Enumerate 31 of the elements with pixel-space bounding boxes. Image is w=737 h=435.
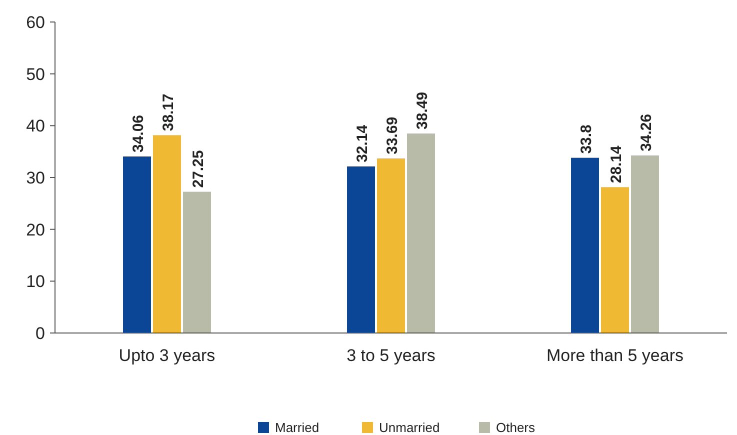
data-label: 38.17 (160, 94, 177, 132)
data-label: 34.06 (130, 114, 147, 152)
data-label: 32.14 (354, 124, 371, 162)
y-tick-label: 30 (26, 168, 45, 188)
y-tick-label: 0 (36, 324, 45, 343)
bar (601, 187, 629, 333)
x-tick-label: 3 to 5 years (346, 346, 436, 365)
bar (571, 158, 599, 333)
x-tick-label: Upto 3 years (118, 346, 216, 365)
bar (347, 166, 375, 333)
data-label: 38.49 (414, 92, 431, 130)
bar (407, 133, 435, 333)
y-tick-label: 40 (26, 116, 45, 136)
data-label: 28.14 (608, 144, 625, 184)
bar (631, 155, 659, 333)
bar (123, 156, 151, 333)
data-label: 27.25 (190, 150, 207, 188)
data-label: 33.8 (578, 124, 595, 154)
y-tick-label: 60 (26, 12, 45, 32)
y-tick-label: 10 (26, 272, 45, 292)
y-tick-label: 50 (26, 64, 45, 84)
legend-label: Unmarried (379, 420, 440, 435)
data-label: 33.69 (384, 116, 401, 154)
data-label: 34.26 (638, 114, 655, 152)
bar (183, 192, 211, 333)
y-tick-label: 20 (26, 220, 45, 240)
bar (153, 135, 181, 333)
legend-label: Others (496, 420, 536, 435)
x-tick-label: More than 5 years (546, 346, 684, 365)
bar (377, 158, 405, 333)
legend-label: Married (275, 420, 320, 435)
